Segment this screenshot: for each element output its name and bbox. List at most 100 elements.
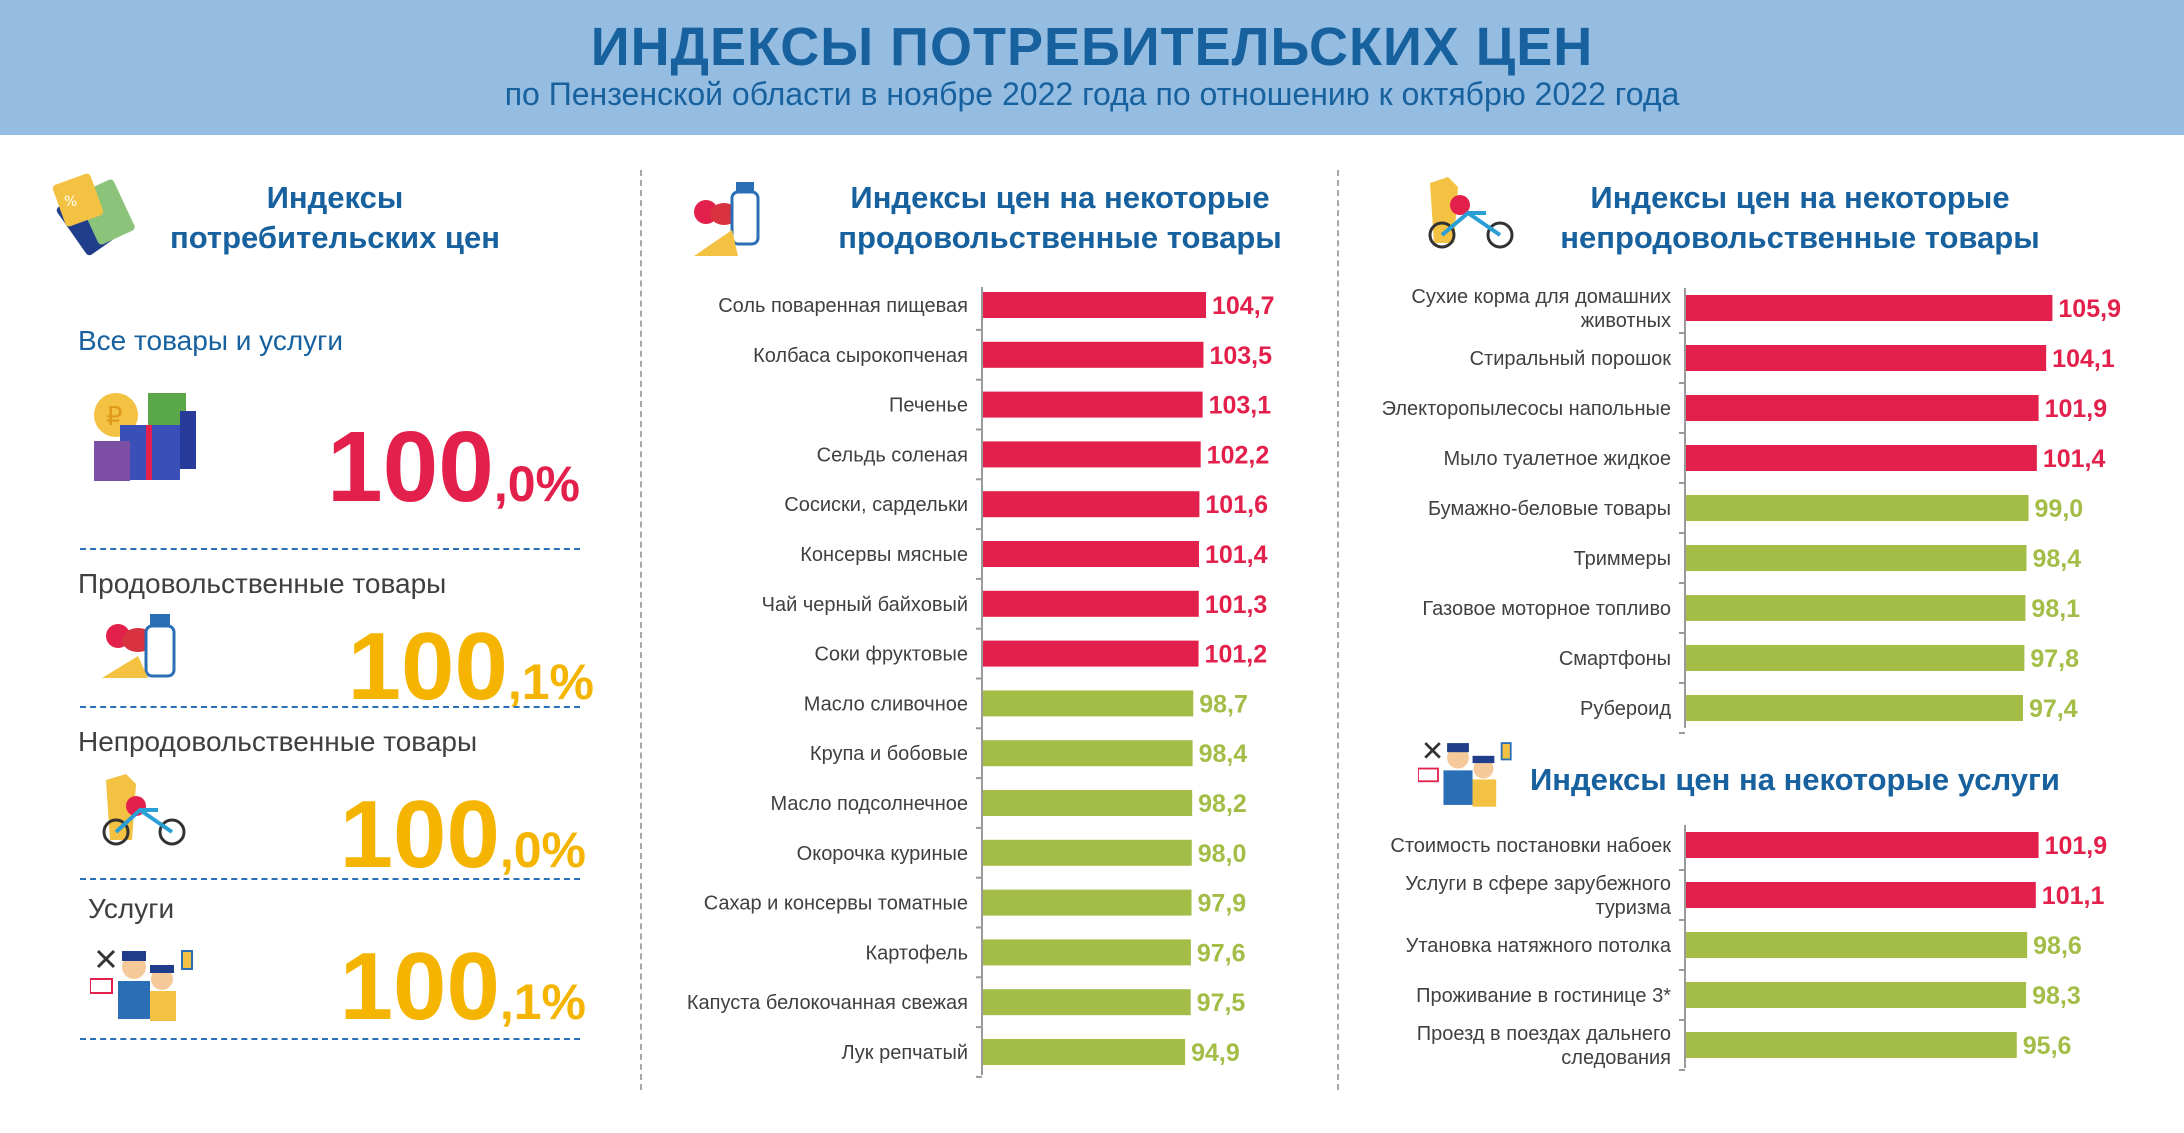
nonfood-index-int: 100 [339, 781, 500, 888]
food-bar [983, 341, 1204, 368]
services-bar-value: 98,3 [2032, 982, 2081, 1010]
food-category-label: Консервы мясные [800, 544, 968, 566]
groceries-icon [694, 182, 760, 256]
nonfood-bar [1686, 295, 2053, 321]
food-bar [983, 640, 1199, 667]
food-bar [983, 590, 1199, 617]
nonfood-bar [1686, 445, 2037, 471]
services-bar-value: 95,6 [2023, 1032, 2072, 1060]
food-bar [983, 989, 1191, 1016]
food-category-label: Соль поваренная пищевая [718, 295, 968, 317]
food-bar-value: 102,2 [1207, 441, 1270, 469]
nonfood-index-label: Непродовольственные товары [78, 726, 478, 757]
food-bar-value: 101,3 [1205, 591, 1268, 619]
nonfood-category-label: Сухие корма для домашних животных [1411, 286, 1671, 332]
food-bar [983, 441, 1201, 468]
services-bar [1686, 982, 2027, 1008]
food-bar-value: 103,5 [1209, 342, 1272, 370]
nonfood-category-label: Газовое моторное топливо [1422, 598, 1671, 620]
nonfood-category-label: Триммеры [1573, 548, 1671, 570]
food-category-label: Капуста белокочанная свежая [687, 992, 968, 1014]
services-index-value: 100,1% [340, 932, 586, 1042]
nonfood-panel-title: Индексы цен на некоторые непродовольстве… [1530, 178, 2070, 258]
food-bar-value: 101,4 [1205, 541, 1268, 569]
services-bar [1686, 932, 2028, 958]
services-category-label: Проживание в гостинице 3* [1416, 985, 1671, 1007]
nonfood-bar [1686, 395, 2039, 421]
food-category-label: Окорочка куриные [797, 843, 968, 865]
food-index-frac: ,1% [507, 654, 594, 710]
food-bar-value: 94,9 [1191, 1039, 1240, 1067]
nonfood-panel-title-line2: непродовольственные товары [1560, 220, 2040, 255]
price-tags-icon: % [52, 173, 135, 256]
nonfood-bar [1686, 495, 2029, 521]
nonfood-category-label: Бумажно-беловые товары [1428, 498, 1671, 520]
food-index-value: 100,1% [348, 612, 594, 722]
total-index-int: 100 [326, 411, 494, 523]
food-bar [983, 790, 1193, 816]
services-index-int: 100 [339, 933, 500, 1040]
separator-3 [80, 878, 580, 880]
left-panel-title-line1: Индексы [266, 180, 404, 215]
food-bar [983, 491, 1200, 518]
food-category-label: Сосиски, сардельки [784, 494, 968, 516]
services-index-frac: ,1% [499, 974, 586, 1030]
nonfood-bar [1686, 645, 2025, 671]
total-index-value: 100,0% [327, 410, 580, 525]
food-bar-value: 98,0 [1198, 840, 1247, 868]
nonfood-bar-value: 101,4 [2043, 445, 2106, 473]
food-index-label: Продовольственные товары [78, 568, 447, 599]
nonfood-bar-value: 104,1 [2052, 345, 2115, 373]
total-index-frac: ,0% [493, 456, 580, 512]
food-bar-value: 97,9 [1198, 890, 1247, 918]
nonfood-category-label: Стиральный порошок [1470, 348, 1672, 370]
services-people-icon [1418, 742, 1512, 807]
food-bar-value: 103,1 [1209, 392, 1272, 420]
clothes-bicycle-icon [1428, 177, 1514, 249]
services-index-label: Услуги [88, 893, 175, 924]
food-bar-value: 97,5 [1197, 989, 1246, 1017]
services-category-label: Проезд в поездах дальнего следования [1417, 1023, 1671, 1069]
nonfood-category-label: Электоропылесосы напольные [1382, 398, 1671, 420]
food-category-label: Картофель [865, 942, 968, 964]
nonfood-index-frac: ,0% [499, 822, 586, 878]
food-panel-title-line1: Индексы цен на некоторые [850, 180, 1270, 215]
food-category-label: Соки фруктовые [814, 644, 968, 666]
gift-boxes-icon: ₽ [94, 393, 196, 481]
food-index-int: 100 [347, 613, 508, 720]
nonfood-bar-value: 101,9 [2045, 395, 2108, 423]
food-category-label: Масло сливочное [804, 693, 968, 715]
nonfood-bar-value: 105,9 [2058, 295, 2121, 323]
food-category-label: Лук репчатый [841, 1042, 968, 1064]
food-bar-value: 98,2 [1198, 790, 1247, 818]
food-bar-value: 97,6 [1197, 939, 1246, 967]
svg-text:₽: ₽ [106, 402, 123, 432]
services-category-label: Услуги в сфере зарубежного туризма [1405, 873, 1672, 919]
separator-1 [80, 548, 580, 550]
food-panel-title-line2: продовольственные товары [838, 220, 1282, 255]
food-category-label: Колбаса сырокопченая [753, 345, 968, 367]
left-panel-title-line2: потребительских цен [170, 220, 500, 255]
groceries-icon [102, 614, 176, 678]
food-category-label: Чай черный байховый [762, 594, 968, 616]
nonfood-bar [1686, 695, 2024, 721]
nonfood-bar [1686, 345, 2047, 371]
nonfood-category-label: Мыло туалетное жидкое [1444, 448, 1671, 470]
page-title: ИНДЕКСЫ ПОТРЕБИТЕЛЬСКИХ ЦЕН [590, 17, 1594, 77]
services-category-label: Стоимость постановки набоек [1390, 835, 1671, 857]
nonfood-category-label: Смартфоны [1559, 648, 1671, 670]
food-bar [983, 541, 1199, 567]
food-bar [983, 889, 1192, 916]
services-bar-value: 101,1 [2042, 882, 2105, 910]
divider-right [1337, 170, 1339, 1090]
nonfood-bar [1686, 595, 2026, 621]
divider-left [640, 170, 642, 1090]
food-bar [983, 292, 1207, 318]
nonfood-bar-value: 97,8 [2030, 645, 2079, 673]
nonfood-bar-value: 98,4 [2032, 545, 2081, 573]
separator-4 [80, 1038, 580, 1040]
nonfood-bar [1686, 545, 2027, 571]
food-bar [983, 391, 1203, 418]
food-bar-value: 98,4 [1199, 740, 1248, 768]
